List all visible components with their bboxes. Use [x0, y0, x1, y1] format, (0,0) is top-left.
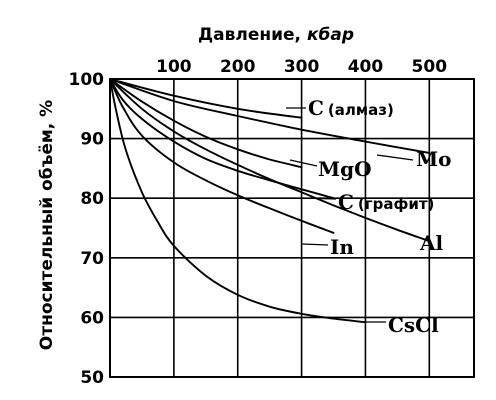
series-curve-1	[109, 78, 431, 154]
series-label-sub-0: (алмаз)	[328, 101, 394, 119]
series-label-5: In	[330, 235, 354, 259]
series-label-main-1: Mo	[416, 147, 451, 171]
series-label-sub-3: (графит)	[358, 195, 435, 213]
y-tick-label-60: 60	[80, 308, 104, 328]
x-tick-label-300: 300	[284, 57, 320, 77]
series-label-main-5: In	[330, 235, 354, 259]
series-curve-5	[109, 78, 335, 234]
x-tick-label-200: 200	[220, 57, 256, 77]
label-leaders	[286, 107, 414, 323]
x-axis-title: Давление, кбар	[198, 25, 354, 45]
plot-frame	[109, 78, 475, 378]
series-label-6: CsCl	[388, 313, 439, 337]
y-tick-label-70: 70	[80, 249, 104, 269]
x-axis-title-unit: кбар	[307, 25, 354, 45]
series-label-main-4: Al	[419, 231, 444, 255]
y-tick-label-100: 100	[69, 70, 105, 90]
y-axis-title: Относительный объём, %	[37, 100, 57, 350]
x-tick-label-500: 500	[412, 57, 448, 77]
series-leader-3	[299, 197, 337, 200]
series-label-3: C (графит)	[338, 190, 434, 214]
series-curve-6	[109, 78, 367, 324]
series-label-main-3: C	[338, 190, 354, 214]
x-axis-title-comma: ,	[295, 25, 307, 45]
series-curves	[109, 78, 431, 324]
series-curve-3	[109, 78, 335, 200]
series-curve-0	[109, 78, 303, 119]
series-curve-4	[109, 78, 431, 243]
series-leader-1	[376, 154, 414, 161]
series-label-4: Al	[419, 231, 444, 255]
series-curve-2	[109, 78, 303, 169]
x-tick-labels: 100 200 300 400 500	[156, 57, 447, 77]
y-tick-label-50: 50	[80, 368, 104, 388]
series-leader-5	[301, 243, 329, 246]
series-label-main-6: CsCl	[388, 313, 439, 337]
y-tick-labels: 50 60 70 80 90 100	[69, 70, 105, 388]
series-label-main-2: MgO	[318, 157, 372, 181]
x-tick-label-400: 400	[348, 57, 384, 77]
series-leader-2	[289, 159, 318, 167]
y-tick-label-90: 90	[80, 130, 104, 150]
series-label-2: MgO	[318, 157, 372, 181]
series-label-0: C (алмаз)	[308, 96, 394, 120]
series-label-main-0: C	[308, 96, 324, 120]
y-tick-label-80: 80	[80, 189, 104, 209]
series-label-1: Mo	[416, 147, 451, 171]
x-tick-label-100: 100	[156, 57, 192, 77]
x-axis-title-main: Давление	[198, 25, 295, 45]
